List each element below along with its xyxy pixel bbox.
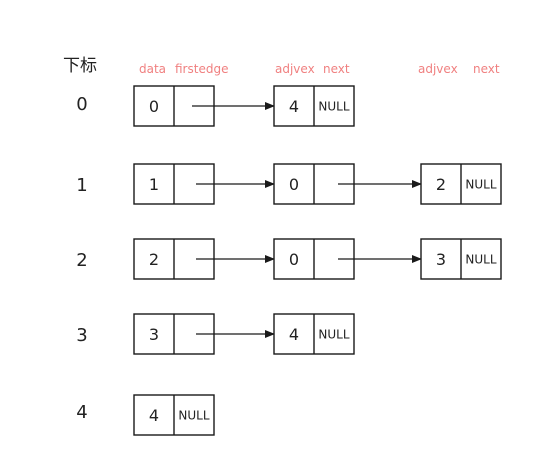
- next-column-header-2: next: [473, 62, 500, 76]
- next-column-header: next: [323, 62, 350, 76]
- edge-node: 2 NULL: [420, 163, 502, 205]
- index-label: 2: [76, 250, 87, 271]
- vertex-firstedge-cell: NULL: [178, 409, 209, 423]
- vertex-row-0: 0 0 4 NULL: [76, 85, 355, 127]
- vertex-data-cell: 0: [149, 97, 159, 116]
- edge-adjvex-cell: 3: [436, 250, 446, 269]
- vertex-data-cell: 3: [149, 325, 159, 344]
- vertex-rows: 0 0 4 NULL 1 1 0 2 NULL 2 2 0 3 NULL 3 3 4 NULL 4 4 NULL: [76, 85, 502, 436]
- edge-node: 3 NULL: [420, 238, 502, 280]
- index-label: 3: [76, 325, 87, 346]
- firstedge-column-header: firstedge: [175, 62, 228, 76]
- vertex-row-3: 3 3 4 NULL: [76, 313, 355, 355]
- edge-next-cell: NULL: [465, 253, 496, 267]
- vertex-row-2: 2 2 0 3 NULL: [76, 238, 502, 280]
- edge-adjvex-cell: 4: [289, 325, 299, 344]
- edge-node: 4 NULL: [273, 85, 355, 127]
- vertex-node: 4 NULL: [133, 394, 215, 436]
- index-header: 下标: [63, 56, 97, 76]
- edge-adjvex-cell: 0: [289, 250, 299, 269]
- edge-next-cell: NULL: [318, 100, 349, 114]
- edge-node: 4 NULL: [273, 313, 355, 355]
- data-column-header: data: [139, 62, 166, 76]
- vertex-row-1: 1 1 0 2 NULL: [76, 163, 502, 205]
- index-label: 4: [76, 402, 87, 423]
- edge-adjvex-cell: 2: [436, 175, 446, 194]
- vertex-data-cell: 4: [149, 406, 159, 425]
- edge-adjvex-cell: 0: [289, 175, 299, 194]
- edge-next-cell: NULL: [465, 178, 496, 192]
- vertex-row-4: 4 4 NULL: [76, 394, 215, 436]
- adjvex-column-header-2: adjvex: [418, 62, 458, 76]
- adjvex-column-header: adjvex: [275, 62, 315, 76]
- vertex-data-cell: 1: [149, 175, 159, 194]
- index-label: 0: [76, 94, 87, 115]
- edge-adjvex-cell: 4: [289, 97, 299, 116]
- edge-next-cell: NULL: [318, 328, 349, 342]
- index-label: 1: [76, 175, 87, 196]
- header: 下标 data firstedge adjvex next adjvex nex…: [63, 56, 500, 76]
- vertex-data-cell: 2: [149, 250, 159, 269]
